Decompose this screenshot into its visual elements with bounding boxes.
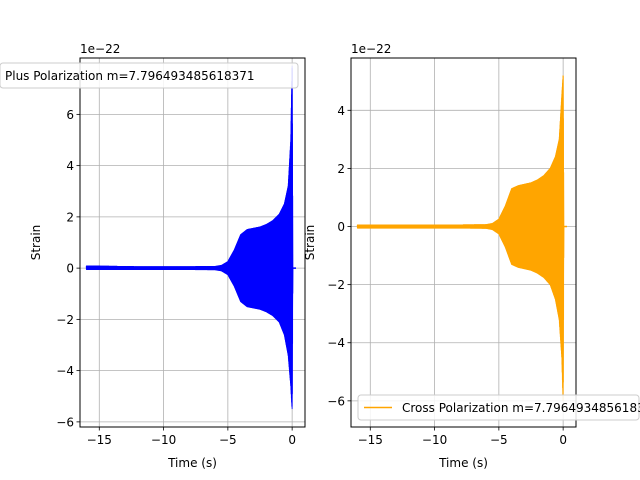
y-tick-label: −4 xyxy=(56,364,74,378)
y-tick-label: −6 xyxy=(56,415,74,429)
x-axis-label: Time (s) xyxy=(438,456,488,470)
x-tick-label: 0 xyxy=(559,433,567,447)
x-axis-ticks: −15 −10 −5 0 xyxy=(358,427,567,447)
legend-box xyxy=(357,394,640,421)
y-axis-ticks: −6 −4 −2 0 2 4 6 xyxy=(56,108,80,429)
y-axis-ticks: −6 −4 −2 0 2 4 xyxy=(327,104,351,408)
waveform-envelope xyxy=(357,75,565,401)
plot-frame xyxy=(79,57,306,428)
legend-label: Plus Polarization m=7.796493485618371 xyxy=(5,69,255,83)
y-tick-label: 2 xyxy=(66,210,74,224)
y-axis-label: Strain xyxy=(303,225,317,261)
x-axis-label: Time (s) xyxy=(167,456,217,470)
legend: Plus Polarization m=7.796493485618371 xyxy=(0,62,299,89)
y-tick-label: −2 xyxy=(327,278,345,292)
x-tick-label: −5 xyxy=(490,433,508,447)
y-tick-label: −4 xyxy=(327,336,345,350)
y-axis-offset-text: 1e−22 xyxy=(351,42,391,56)
y-tick-label: 4 xyxy=(337,104,345,118)
y-axis-offset-text: 1e−22 xyxy=(80,42,120,56)
x-tick-label: −10 xyxy=(151,433,176,447)
plot-frame xyxy=(350,57,577,428)
x-tick-label: −10 xyxy=(422,433,447,447)
x-tick-label: −5 xyxy=(219,433,237,447)
y-tick-label: −6 xyxy=(327,394,345,408)
x-axis-ticks: −15 −10 −5 0 xyxy=(87,427,296,447)
plus-polarization-panel: −15 −10 −5 0 −6 −4 −2 0 2 4 6 Time (s) Strain 1e−… xyxy=(0,42,306,470)
cross-polarization-series xyxy=(356,75,567,401)
legend: Cross Polarization m=7.796493485618371 xyxy=(357,394,640,421)
y-tick-label: 2 xyxy=(337,162,345,176)
y-tick-label: −2 xyxy=(56,313,74,327)
y-tick-label: 0 xyxy=(337,220,345,234)
y-tick-label: 4 xyxy=(66,159,74,173)
x-tick-label: −15 xyxy=(358,433,383,447)
y-tick-label: 6 xyxy=(66,108,74,122)
x-tick-label: −15 xyxy=(87,433,112,447)
cross-polarization-panel: −15 −10 −5 0 −6 −4 −2 0 2 4 Time (s) Strain 1e−2… xyxy=(303,42,640,470)
legend-label: Cross Polarization m=7.796493485618371 xyxy=(402,401,640,415)
waveform-envelope xyxy=(86,65,294,410)
x-tick-label: 0 xyxy=(288,433,296,447)
plus-polarization-series xyxy=(85,65,296,410)
legend-box xyxy=(0,62,299,89)
y-axis-label: Strain xyxy=(29,225,43,261)
y-tick-label: 0 xyxy=(66,262,74,276)
